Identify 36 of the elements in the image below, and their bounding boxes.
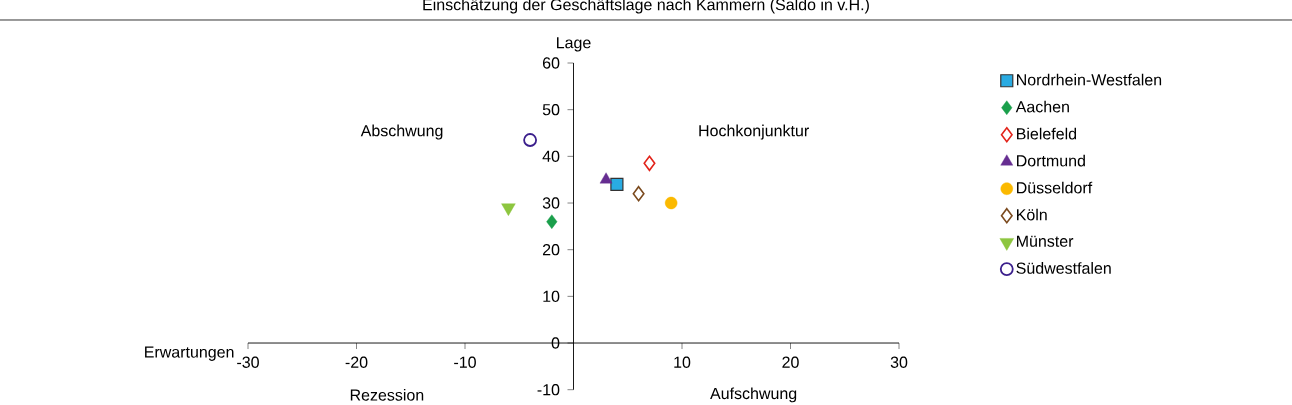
y-tick-label: 50 bbox=[542, 104, 560, 116]
legend-label: Dortmund bbox=[1017, 154, 1085, 167]
legend-label: Aachen bbox=[1015, 100, 1069, 113]
x-tick-label: -20 bbox=[345, 356, 368, 368]
legend-label: Münster bbox=[1017, 235, 1074, 247]
annotation: Aufschwung bbox=[710, 387, 797, 403]
point bbox=[643, 155, 656, 172]
annotation: Hochkonjunktur bbox=[699, 124, 809, 140]
point bbox=[599, 172, 613, 184]
legend-label: Nordrhein-Westfalen bbox=[1017, 73, 1162, 86]
y-axis-title: Lage bbox=[557, 37, 591, 52]
x-tick-label: 20 bbox=[782, 356, 799, 368]
annotation: Rezession bbox=[350, 388, 424, 401]
y-tick-label: 20 bbox=[542, 244, 560, 256]
x-tick-label: -30 bbox=[237, 356, 259, 368]
legend-label: Südwestfalen bbox=[1016, 262, 1111, 274]
point bbox=[501, 203, 516, 216]
y-tick-label: -10 bbox=[537, 384, 560, 396]
legend-label: Bielefeld bbox=[1017, 127, 1077, 140]
point bbox=[664, 196, 678, 210]
point bbox=[610, 177, 624, 191]
y-tick-label: 30 bbox=[542, 197, 560, 209]
y-tick-label: 0 bbox=[551, 337, 560, 349]
y-tick-label: 10 bbox=[543, 290, 560, 303]
x-axis-title: Erwartungen bbox=[145, 346, 234, 361]
point bbox=[523, 133, 538, 147]
x-tick-label: 10 bbox=[674, 356, 691, 368]
y-tick-label: 60 bbox=[542, 57, 560, 69]
legend-label: Köln bbox=[1017, 208, 1047, 221]
x-tick-label: 30 bbox=[890, 356, 908, 368]
point bbox=[632, 185, 645, 202]
annotation: Abschwung bbox=[360, 124, 443, 140]
point bbox=[546, 214, 558, 229]
y-tick-label: 40 bbox=[542, 150, 560, 163]
x-tick-label: -10 bbox=[454, 356, 476, 368]
legend-label: Düsseldorf bbox=[1017, 181, 1093, 194]
